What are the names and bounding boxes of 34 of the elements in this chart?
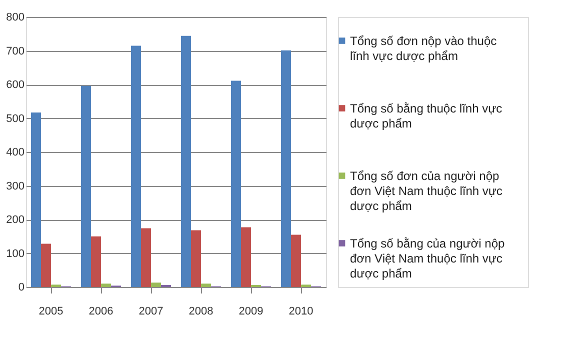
y-tick-label: 0 bbox=[18, 282, 24, 294]
y-tick-label: 500 bbox=[6, 112, 24, 125]
legend-label: Tổng số bằng của người nộp đơn Việt Nam thuộc lĩnh vực dược phẩm bbox=[350, 236, 505, 280]
bar bbox=[191, 230, 201, 287]
legend-label: Tổng số đơn của người nộp đơn Việt Nam thuộc lĩnh vực dược phẩm bbox=[350, 168, 502, 213]
x-tick-label: 2006 bbox=[88, 306, 114, 318]
legend-label: Tổng số bằng thuộc lĩnh vực dược phẩm bbox=[350, 101, 502, 130]
x-tick-label: 2009 bbox=[238, 306, 264, 318]
bar bbox=[91, 236, 101, 287]
y-tick-label: 700 bbox=[6, 45, 24, 58]
x-tick-label: 2010 bbox=[288, 306, 314, 318]
bar bbox=[181, 36, 191, 287]
x-tick-label: 2008 bbox=[188, 306, 214, 318]
bar bbox=[81, 86, 91, 287]
y-tick-label: 200 bbox=[6, 214, 24, 226]
bar bbox=[281, 50, 291, 287]
y-tick-label: 300 bbox=[6, 180, 24, 192]
y-tick-label: 600 bbox=[6, 79, 24, 91]
bar bbox=[131, 46, 141, 287]
bar bbox=[201, 284, 211, 287]
x-tick-label: 2005 bbox=[38, 306, 64, 318]
bar bbox=[31, 112, 41, 287]
bar bbox=[291, 234, 301, 287]
bar bbox=[101, 284, 111, 287]
y-tick-label: 100 bbox=[6, 248, 24, 260]
bar bbox=[231, 80, 241, 287]
x-tick-label: 2007 bbox=[138, 306, 164, 318]
bar bbox=[241, 227, 251, 287]
bar bbox=[41, 244, 51, 287]
bar bbox=[141, 228, 151, 287]
y-tick-label: 800 bbox=[6, 12, 24, 24]
legend-label: Tổng số đơn nộp vào thuộc lĩnh vực dược phẩm bbox=[350, 34, 497, 63]
y-tick-label: 400 bbox=[6, 146, 24, 158]
bar bbox=[151, 282, 161, 287]
